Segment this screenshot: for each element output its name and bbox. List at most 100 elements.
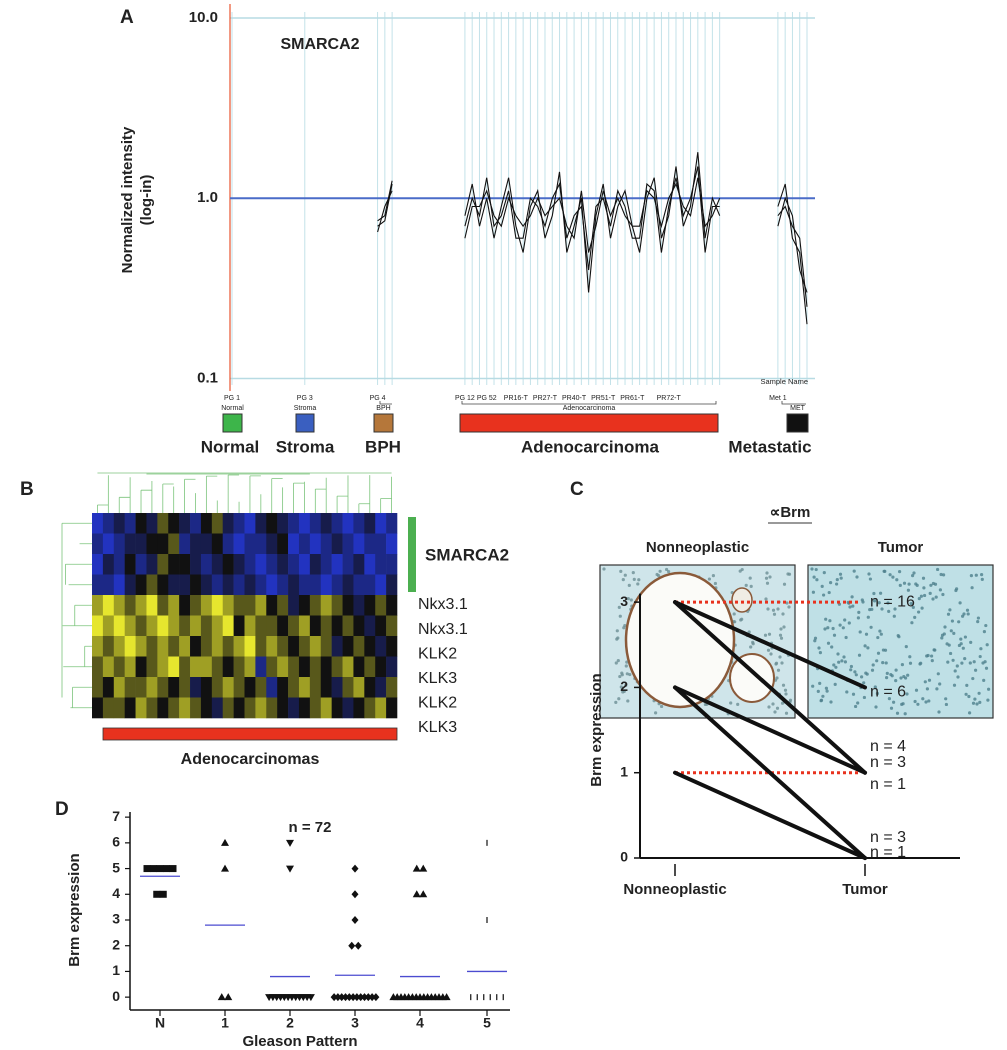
nucleus (815, 578, 819, 582)
heatmap-cell (320, 697, 332, 719)
nucleus (931, 597, 935, 601)
heatmap-cell (288, 697, 300, 719)
point (489, 994, 491, 1001)
heatmap-cell (113, 656, 125, 678)
heatmap-cell (157, 574, 169, 596)
nucleus (707, 577, 712, 581)
slope-line (673, 770, 867, 860)
nucleus (779, 636, 784, 640)
heatmap-cell (92, 636, 104, 657)
heatmap-cell (102, 615, 115, 637)
nucleus (870, 668, 875, 672)
gland (729, 653, 775, 703)
heatmap-cell (200, 595, 213, 616)
nucleus (840, 659, 844, 663)
nucleus (713, 581, 718, 586)
nucleus (916, 702, 920, 706)
nucleus (868, 577, 873, 581)
nucleus (908, 661, 913, 665)
heatmap-cell (244, 636, 256, 657)
point (351, 916, 359, 924)
heatmap-cell (168, 615, 180, 637)
heatmap-cell (342, 697, 354, 719)
point (159, 890, 167, 898)
heatmap-cell (375, 533, 387, 555)
heatmap-cell (222, 677, 234, 698)
heatmap-cell (266, 533, 278, 555)
heatmap-cell (190, 574, 202, 596)
nucleus (624, 683, 628, 687)
nucleus (888, 573, 892, 577)
nucleus (906, 588, 911, 592)
nucleus (747, 630, 751, 634)
heatmap-cell (190, 513, 202, 534)
y-tick-label: 0 (112, 988, 120, 1004)
heatmap-cell (353, 554, 365, 575)
nucleus (837, 660, 841, 664)
heatmap-cell (157, 656, 169, 678)
heatmap-cell (288, 554, 300, 575)
heatmap-cell (386, 595, 398, 616)
nucleus (874, 705, 878, 709)
nucleus (956, 675, 960, 679)
nucleus (834, 665, 838, 669)
point (353, 993, 361, 1002)
y-tick-label: 7 (112, 808, 120, 824)
nucleus (984, 623, 988, 628)
group-box (786, 413, 809, 433)
heatmap-cell (146, 574, 158, 596)
heatmap-cell (266, 574, 278, 596)
nucleus (980, 573, 984, 577)
y-tick-label: 0.1 (197, 369, 218, 386)
heatmap-cell (92, 533, 104, 555)
heatmap-cell (113, 554, 125, 575)
row-label: Nkx3.1 (418, 621, 468, 638)
nucleus (865, 672, 869, 676)
heatmap-cell (375, 636, 387, 657)
nucleus (617, 697, 621, 701)
heatmap-cell (375, 595, 387, 616)
nucleus (780, 661, 784, 665)
nucleus (927, 699, 931, 703)
heatmap-cell (386, 656, 398, 678)
heatmap-cell (320, 595, 332, 616)
x-axis-label: Sample Name (760, 377, 808, 386)
heatmap-cell (222, 615, 234, 637)
group-label: Stroma (276, 437, 335, 456)
nucleus (703, 702, 708, 707)
nucleus (908, 655, 912, 659)
nucleus (903, 712, 907, 716)
nucleus (829, 700, 833, 704)
heatmap-cell (309, 595, 322, 616)
nucleus (883, 648, 888, 652)
nucleus (919, 594, 924, 598)
point (153, 890, 161, 898)
heatmap-cell (211, 595, 224, 616)
panel-label: B (20, 479, 34, 500)
heatmap-cell (190, 533, 202, 555)
heatmap-cell (320, 554, 332, 575)
nucleus (978, 700, 982, 704)
y-tick-label: 1.0 (197, 189, 218, 206)
nucleus (816, 689, 820, 694)
nucleus (940, 633, 945, 637)
y-axis-label: (log-in) (138, 175, 155, 226)
nucleus (905, 692, 909, 696)
nucleus (852, 569, 856, 573)
y-tick-label: 2 (112, 936, 120, 952)
nucleus (841, 626, 845, 630)
heatmap-cell (124, 615, 136, 637)
heatmap-cell (222, 636, 234, 657)
nucleus (839, 576, 843, 580)
heatmap-cell (190, 615, 202, 637)
heatmap-cell (135, 574, 147, 596)
heatmap-cell (124, 636, 136, 657)
heatmap-cell (113, 677, 125, 698)
nucleus (778, 655, 782, 659)
heatmap-cell (92, 697, 104, 719)
point (502, 994, 504, 1001)
nucleus (778, 633, 783, 637)
y-tick-label: 0 (620, 849, 628, 865)
nucleus (824, 617, 828, 621)
nucleus (970, 586, 974, 590)
